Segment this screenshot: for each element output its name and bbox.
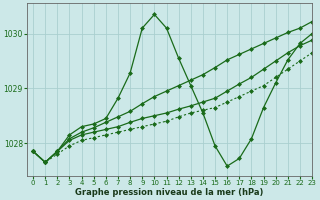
X-axis label: Graphe pression niveau de la mer (hPa): Graphe pression niveau de la mer (hPa): [76, 188, 264, 197]
